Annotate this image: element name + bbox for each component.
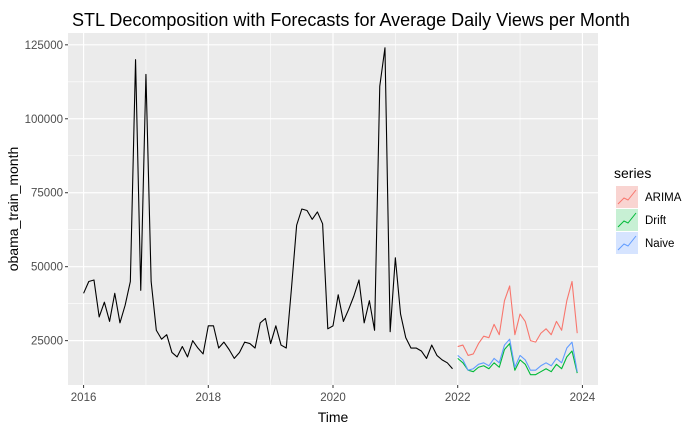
major-gridlines — [68, 33, 598, 385]
legend-label-drift: Drift — [645, 215, 667, 227]
x-axis-ticks: 2016 2018 2020 2022 2024 — [71, 385, 596, 404]
legend-key-drift — [616, 209, 638, 231]
legend-key-line-drift — [617, 212, 637, 228]
y-axis-ticks: 25000 50000 75000 100000 125000 — [25, 40, 68, 348]
x-tick-label: 2018 — [195, 392, 221, 404]
y-tick-label: 125000 — [25, 40, 63, 52]
x-axis-title: Time — [318, 409, 349, 425]
legend-label-arima: ARIMA — [645, 192, 682, 204]
chart-title: STL Decomposition with Forecasts for Ave… — [72, 10, 630, 30]
series-line-drift — [457, 343, 578, 376]
series-line-arima — [457, 280, 578, 356]
x-tick-label: 2016 — [71, 392, 97, 404]
legend-key-line-naive — [617, 235, 637, 251]
x-tick-label: 2020 — [320, 392, 346, 404]
x-tick-label: 2022 — [445, 392, 471, 404]
legend-key-naive — [616, 232, 638, 254]
legend-key-line-arima — [617, 189, 637, 205]
legend-key-arima — [616, 186, 638, 208]
y-axis-title: obama_train_month — [5, 147, 21, 272]
legend-label-naive: Naive — [645, 238, 674, 250]
legend: series ARIMA Drift Naive — [614, 165, 682, 254]
legend-title: series — [614, 165, 651, 181]
y-tick-label: 25000 — [31, 336, 63, 348]
series-line-obama-train-month — [83, 47, 453, 370]
series-line-naive — [457, 338, 578, 372]
y-tick-label: 100000 — [25, 114, 63, 126]
series-lines — [83, 47, 578, 376]
x-tick-label: 2024 — [570, 392, 596, 404]
y-tick-label: 50000 — [31, 262, 63, 274]
y-tick-label: 75000 — [31, 188, 63, 200]
